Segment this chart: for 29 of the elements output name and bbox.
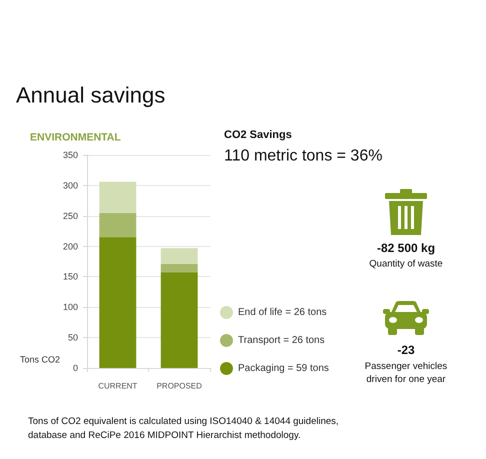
y-tick-label: 0	[72, 363, 78, 373]
y-tick-label: 150	[62, 272, 78, 282]
y-tick-label: 100	[62, 302, 78, 312]
y-tick-label: 200	[62, 241, 78, 252]
bar	[99, 212, 136, 238]
text: Tons of CO2 equivalent is calculated using ISO14040 & 14044 guidelines, database and ReCiPe 2016 MIDPOINT Hierarchist methodology.	[28, 415, 340, 442]
text: Passenger vehicles driven for one year	[364, 360, 448, 386]
bar	[160, 272, 198, 368]
legend-label: End of life = 26 tons	[238, 307, 327, 318]
text: Quantity of waste	[369, 258, 443, 270]
y-axis-title: Tons CO2	[20, 354, 60, 364]
x-tick-label: CURRENT	[98, 382, 138, 390]
text: CO2 Savings	[224, 129, 292, 141]
chart-title: Annual savings	[16, 82, 166, 108]
text: -82 500 kg	[376, 241, 436, 255]
bar	[99, 237, 136, 368]
y-tick-label: 250	[62, 210, 78, 221]
chart-subtitle: ENVIRONMENTAL	[30, 132, 122, 144]
bar	[99, 182, 136, 213]
bar	[160, 248, 198, 264]
x-tick-label: PROPOSED	[156, 382, 202, 390]
y-tick-label: 350	[62, 150, 78, 160]
legend-label: Packaging = 59 tons	[238, 363, 329, 374]
y-tick-label: 50	[68, 332, 78, 343]
y-tick-label: 300	[62, 180, 78, 190]
bar	[160, 264, 198, 272]
text: -23	[397, 343, 415, 357]
legend-label: Transport = 26 tons	[238, 335, 325, 346]
text: 110 metric tons = 36%	[224, 148, 382, 164]
